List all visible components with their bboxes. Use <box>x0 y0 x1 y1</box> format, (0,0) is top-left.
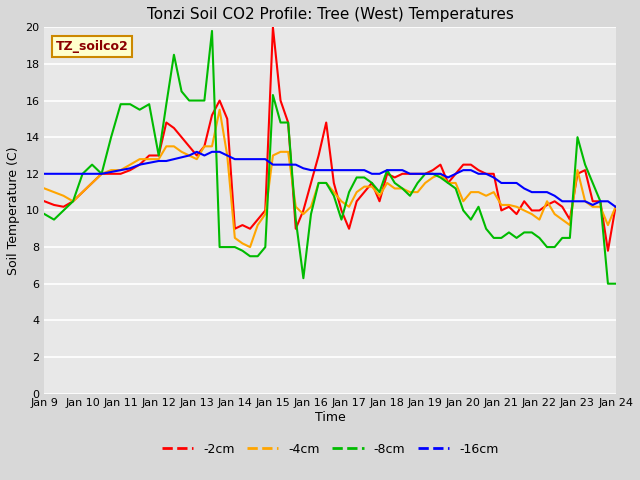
Line: -16cm: -16cm <box>45 152 616 207</box>
-4cm <box>612 204 620 210</box>
-16cm <box>612 204 620 210</box>
-4cm <box>536 216 543 222</box>
-2cm <box>246 226 254 232</box>
-2cm <box>543 202 551 208</box>
-16cm <box>41 171 49 177</box>
-2cm <box>345 226 353 232</box>
-8cm <box>528 229 536 235</box>
-16cm <box>566 198 573 204</box>
-4cm <box>551 211 559 217</box>
-16cm <box>254 156 262 162</box>
-16cm <box>186 153 193 158</box>
-4cm <box>186 153 193 158</box>
Line: -4cm: -4cm <box>45 110 616 247</box>
-8cm <box>254 253 262 259</box>
-16cm <box>345 167 353 173</box>
Y-axis label: Soil Temperature (C): Soil Temperature (C) <box>7 146 20 275</box>
-2cm <box>566 216 573 222</box>
Text: TZ_soilco2: TZ_soilco2 <box>56 40 129 53</box>
X-axis label: Time: Time <box>315 411 346 424</box>
-2cm <box>604 248 612 253</box>
-16cm <box>528 189 536 195</box>
-2cm <box>612 204 620 210</box>
-4cm <box>246 244 254 250</box>
-8cm <box>612 281 620 287</box>
Legend: -2cm, -4cm, -8cm, -16cm: -2cm, -4cm, -8cm, -16cm <box>157 438 503 461</box>
-16cm <box>543 189 551 195</box>
-4cm <box>41 186 49 192</box>
-8cm <box>186 97 193 103</box>
-2cm <box>186 144 193 149</box>
-8cm <box>41 211 49 217</box>
Title: Tonzi Soil CO2 Profile: Tree (West) Temperatures: Tonzi Soil CO2 Profile: Tree (West) Temp… <box>147 7 513 22</box>
-8cm <box>543 244 551 250</box>
-4cm <box>262 211 269 217</box>
-8cm <box>208 28 216 34</box>
-4cm <box>353 189 360 195</box>
-8cm <box>566 235 573 241</box>
Line: -8cm: -8cm <box>45 31 616 284</box>
-2cm <box>269 24 276 30</box>
-16cm <box>193 149 200 155</box>
-2cm <box>41 198 49 204</box>
-8cm <box>604 281 612 287</box>
Line: -2cm: -2cm <box>45 27 616 251</box>
-4cm <box>573 167 581 173</box>
-2cm <box>528 207 536 213</box>
-4cm <box>216 107 223 113</box>
-8cm <box>345 189 353 195</box>
